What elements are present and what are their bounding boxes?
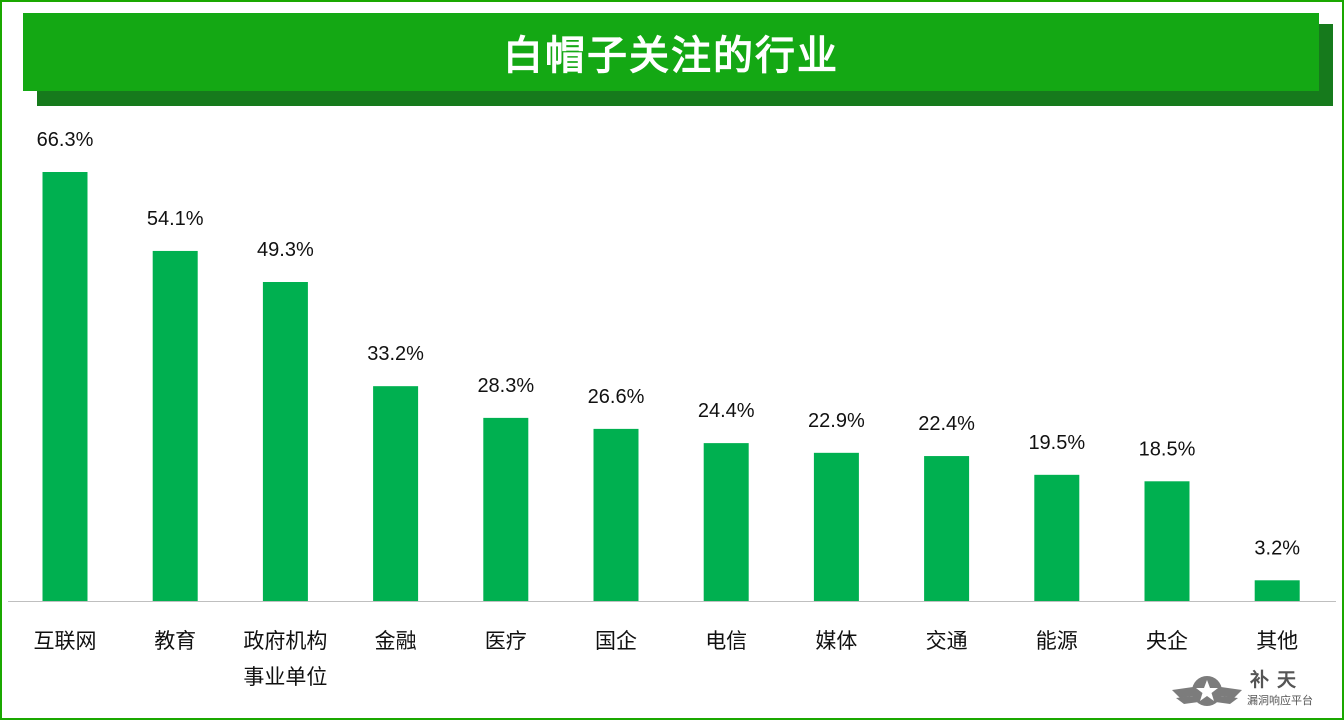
x-tick-label: 其他 xyxy=(1256,629,1298,653)
data-label: 22.4% xyxy=(918,413,975,435)
x-tick-label: 媒体 xyxy=(815,629,857,653)
x-tick-label: 金融 xyxy=(375,629,417,653)
bar xyxy=(152,250,198,602)
x-tick-label: 事业单位 xyxy=(243,665,327,689)
bar xyxy=(813,452,859,601)
star-wings-logo-icon xyxy=(1172,676,1242,706)
x-tick-label: 交通 xyxy=(926,629,968,653)
bar xyxy=(703,443,749,601)
x-tick-label: 政府机构 xyxy=(243,629,327,653)
data-label: 49.3% xyxy=(257,239,314,261)
bar xyxy=(483,417,529,601)
bar xyxy=(373,386,419,601)
title-banner: 白帽子关注的行业 xyxy=(23,13,1319,91)
bar xyxy=(262,282,308,601)
bar xyxy=(1144,481,1190,601)
bar xyxy=(593,428,639,601)
data-label: 28.3% xyxy=(477,375,534,397)
x-tick-label: 医疗 xyxy=(485,629,527,653)
x-tick-label: 国企 xyxy=(595,629,637,653)
data-label: 18.5% xyxy=(1139,438,1196,460)
data-label: 19.5% xyxy=(1028,432,1085,454)
bar xyxy=(42,172,88,601)
bar xyxy=(1254,580,1300,601)
data-label: 3.2% xyxy=(1254,537,1300,559)
data-label: 22.9% xyxy=(808,410,865,432)
data-label: 24.4% xyxy=(698,400,755,422)
data-label: 33.2% xyxy=(367,343,424,365)
data-label: 54.1% xyxy=(147,208,204,230)
chart-title: 白帽子关注的行业 xyxy=(503,33,839,79)
data-label: 66.3% xyxy=(37,129,94,151)
data-label: 26.6% xyxy=(588,386,645,408)
x-tick-label: 能源 xyxy=(1036,629,1078,653)
x-tick-label: 教育 xyxy=(154,629,196,653)
bar xyxy=(924,456,970,601)
x-tick-label: 互联网 xyxy=(34,629,97,653)
x-tick-label: 央企 xyxy=(1146,629,1188,653)
bar xyxy=(1034,474,1080,601)
watermark-brand: 补天 xyxy=(1250,669,1305,691)
x-tick-label: 电信 xyxy=(705,629,747,653)
watermark-subtitle: 漏洞响应平台 xyxy=(1247,694,1313,707)
